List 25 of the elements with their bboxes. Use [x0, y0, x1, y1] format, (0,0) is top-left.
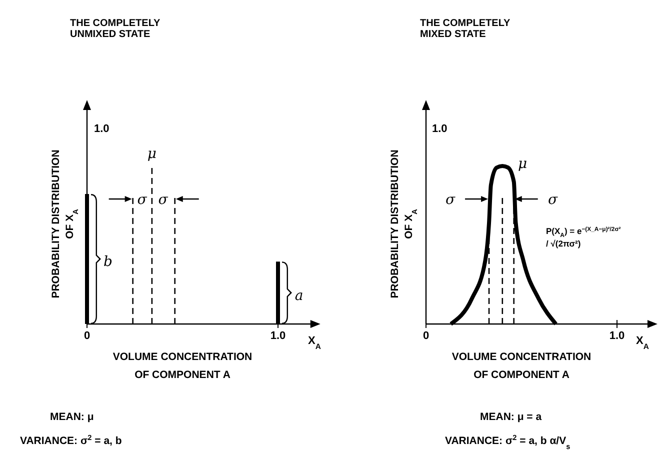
annotation: σ: [158, 192, 168, 208]
text: MEAN: μ: [50, 411, 94, 423]
chart-title: THE COMPLETELY MIXED STATE: [420, 18, 511, 40]
x-tick-label: 0: [84, 330, 90, 342]
text: 1.0: [94, 123, 110, 135]
annotation: a: [294, 288, 304, 304]
x-tick-label: 0: [422, 330, 430, 342]
text: 1.0: [432, 123, 448, 135]
chart-title: THE COMPLETELY UNMIXED STATE: [70, 18, 161, 40]
annotation: P(X$_{A}$) = e$^{−(X_A−μ)²/2σ²}$ / √(2πσ²): [546, 226, 621, 248]
annotation: μ: [518, 156, 528, 172]
annotation: σ: [445, 192, 456, 208]
ref-line-label: μ: [147, 146, 156, 162]
text: X$_{A}$: [308, 335, 322, 350]
text: MEAN: μ = a: [480, 411, 542, 423]
annotation: σ: [137, 192, 148, 208]
text: VARIANCE: σ$^{2}$ = a, b: [20, 432, 122, 447]
x-axis-title: VOLUME CONCENTRATION OF COMPONENT A: [112, 351, 252, 381]
annotation: σ: [548, 192, 558, 208]
text: X$_{A}$: [636, 335, 650, 350]
x-tick-label: 1.0: [609, 330, 625, 342]
x-axis-title: VOLUME CONCENTRATION OF COMPONENT A: [452, 351, 592, 381]
annotation: b: [104, 254, 113, 270]
text: VARIANCE: σ$^{2}$ = a, b α/V$_{s}$: [445, 432, 570, 450]
x-tick-label: 1.0: [270, 330, 286, 342]
